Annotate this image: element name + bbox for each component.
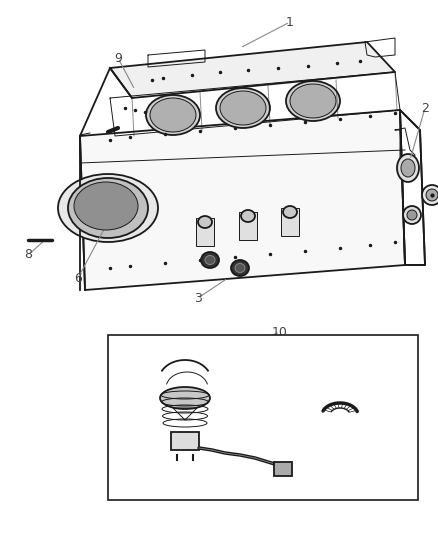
Ellipse shape: [241, 210, 255, 222]
Bar: [196, 218, 214, 246]
Ellipse shape: [74, 182, 138, 230]
Ellipse shape: [68, 178, 148, 238]
Ellipse shape: [283, 206, 297, 218]
Ellipse shape: [205, 255, 215, 264]
Text: 12: 12: [247, 433, 263, 447]
Ellipse shape: [220, 91, 266, 125]
Bar: [108, 335, 418, 500]
Ellipse shape: [403, 206, 421, 224]
Ellipse shape: [290, 84, 336, 118]
Ellipse shape: [58, 174, 158, 242]
Text: 10: 10: [272, 326, 288, 338]
Bar: [171, 432, 199, 450]
Bar: [239, 212, 257, 240]
Bar: [274, 462, 292, 476]
Text: 8: 8: [24, 248, 32, 262]
Ellipse shape: [422, 185, 438, 205]
Text: 9: 9: [114, 52, 122, 64]
Ellipse shape: [426, 189, 438, 201]
Text: 11: 11: [147, 465, 163, 479]
Ellipse shape: [160, 387, 210, 409]
Text: 1: 1: [286, 15, 294, 28]
Polygon shape: [110, 42, 395, 98]
Text: 13: 13: [337, 382, 353, 394]
Ellipse shape: [407, 210, 417, 220]
Ellipse shape: [201, 252, 219, 268]
Ellipse shape: [235, 263, 245, 272]
Text: 2: 2: [421, 101, 429, 115]
Text: 6: 6: [74, 271, 82, 285]
Polygon shape: [80, 110, 405, 290]
Bar: [281, 208, 299, 236]
Ellipse shape: [146, 95, 200, 135]
Ellipse shape: [150, 98, 196, 132]
Text: 3: 3: [194, 292, 202, 304]
Ellipse shape: [216, 88, 270, 128]
Ellipse shape: [231, 260, 249, 276]
Ellipse shape: [286, 81, 340, 121]
Ellipse shape: [401, 159, 415, 177]
Ellipse shape: [397, 154, 419, 182]
Ellipse shape: [198, 216, 212, 228]
